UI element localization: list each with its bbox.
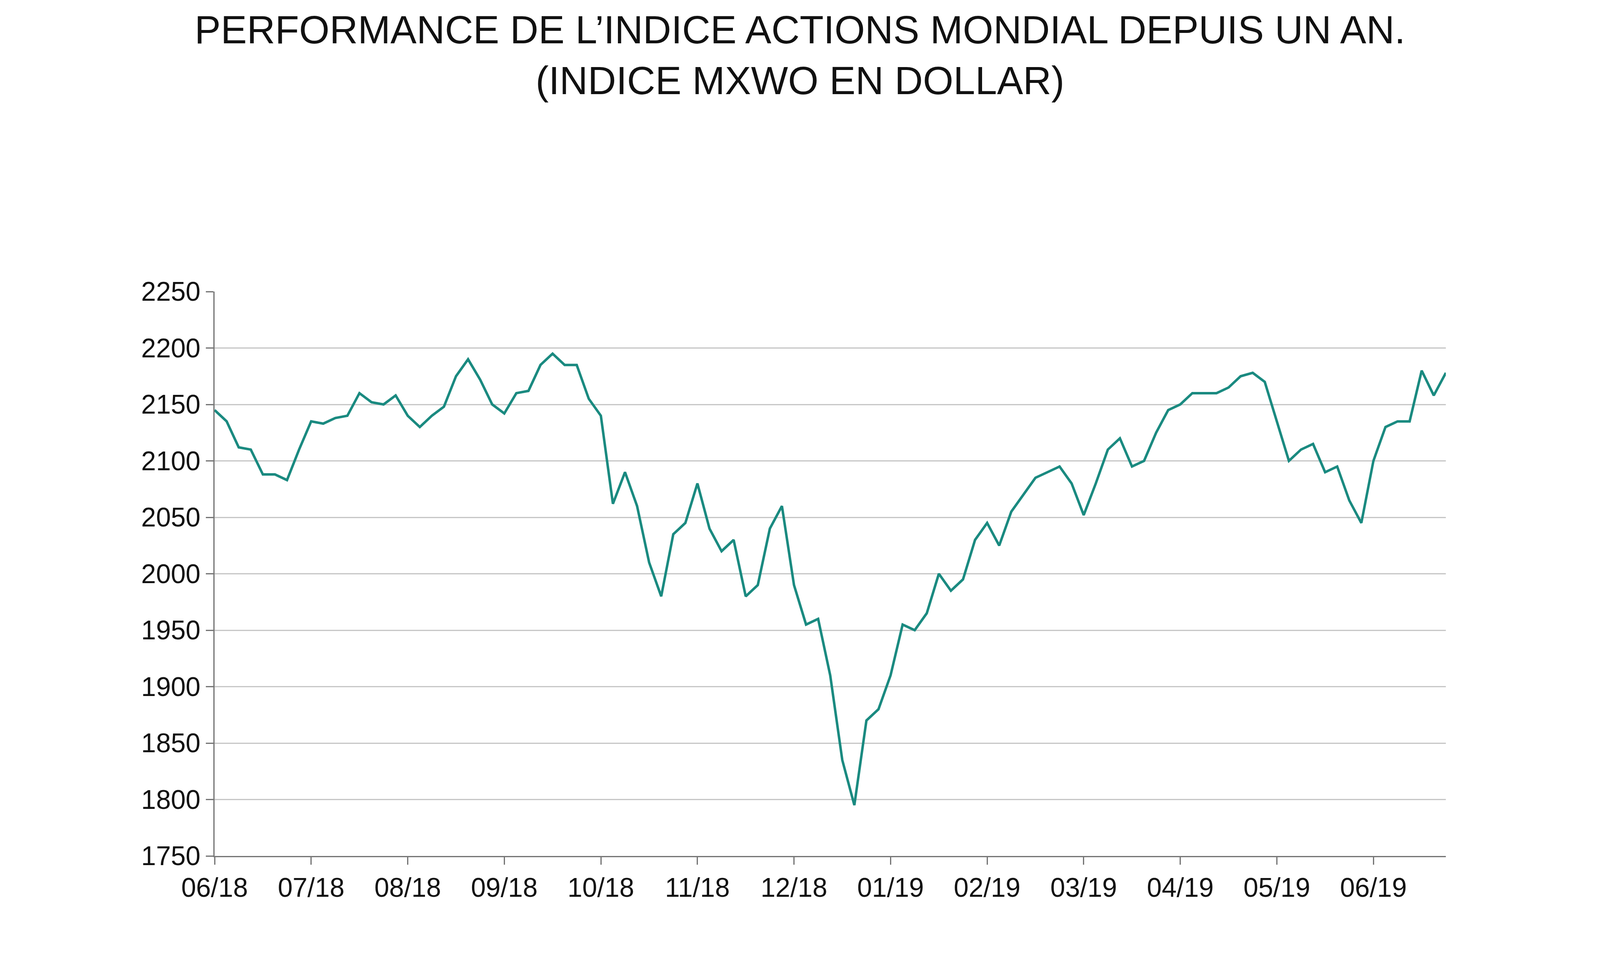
svg-text:PERFORMANCE DE L’INDICE ACTION: PERFORMANCE DE L’INDICE ACTIONS MONDIAL … [194,7,1406,103]
svg-text:08/18: 08/18 [374,872,441,903]
svg-text:09/18: 09/18 [470,872,538,903]
svg-text:06/18: 06/18 [181,872,248,903]
svg-text:02/19: 02/19 [953,872,1021,903]
svg-text:05/19: 05/19 [1243,872,1310,903]
svg-text:1800: 1800 [141,785,201,815]
svg-text:2200: 2200 [141,333,201,364]
svg-text:10/18: 10/18 [567,872,635,903]
svg-text:1850: 1850 [141,728,201,759]
svg-text:2100: 2100 [141,446,201,477]
svg-text:1750: 1750 [141,841,201,872]
svg-text:1900: 1900 [141,672,201,703]
svg-text:2250: 2250 [141,276,201,307]
svg-text:06/19: 06/19 [1340,872,1407,903]
svg-text:11/18: 11/18 [665,872,730,903]
svg-text:07/18: 07/18 [277,872,345,903]
svg-text:2050: 2050 [141,502,201,533]
svg-text:12/18: 12/18 [760,872,828,903]
svg-text:2150: 2150 [141,389,201,420]
svg-text:04/19: 04/19 [1147,872,1214,903]
svg-text:2000: 2000 [141,559,201,590]
svg-text:01/19: 01/19 [857,872,924,903]
svg-text:1950: 1950 [141,615,201,646]
svg-text:03/19: 03/19 [1050,872,1118,903]
